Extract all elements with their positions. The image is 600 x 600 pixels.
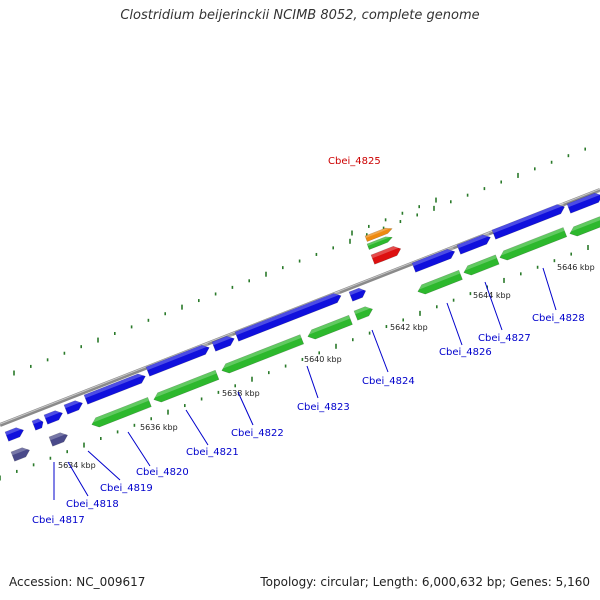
forward-gene-arrow xyxy=(4,425,24,442)
reverse-gene-arrow xyxy=(353,304,373,321)
kbp-label: 5646 kbp xyxy=(557,263,595,272)
kbp-label: 5638 kbp xyxy=(222,389,260,398)
forward-gene-arrow xyxy=(211,333,235,352)
kbp-label: 5644 kbp xyxy=(473,291,511,300)
gene-label: Cbei_4825 xyxy=(328,156,381,167)
gene-leader-line xyxy=(87,450,121,481)
gene-label: Cbei_4823 xyxy=(297,402,350,413)
accession-text: Accession: NC_009617 xyxy=(9,575,146,589)
gene-label: Cbei_4818 xyxy=(66,499,119,510)
purple-feature xyxy=(10,445,30,462)
forward-gene-arrow xyxy=(31,417,44,431)
tick-track-mid xyxy=(351,197,437,236)
gene-label: Cbei_4822 xyxy=(231,428,284,439)
reverse-gene-arrow xyxy=(462,254,500,276)
gene-label: Cbei_4828 xyxy=(532,313,585,324)
gene-leader-line xyxy=(67,461,89,497)
gene-leader-line xyxy=(371,329,389,373)
kbp-label: 5640 kbp xyxy=(304,355,342,364)
highlight-features xyxy=(364,225,402,265)
scale-labels: 5634 kbp 5636 kbp 5638 kbp 5640 kbp 5642 kbp… xyxy=(58,263,595,470)
gene-label: Cbei_4819 xyxy=(100,483,153,494)
gene-label: Cbei_4820 xyxy=(136,467,189,478)
highlighted-gene-arrow xyxy=(370,244,402,265)
kbp-label: 5642 kbp xyxy=(390,323,428,332)
purple-feature xyxy=(48,430,68,447)
forward-gene-arrow xyxy=(63,398,83,415)
gene-labels: Cbei_4817 Cbei_4818 Cbei_4819 Cbei_4820 Cbei… xyxy=(32,156,585,526)
gene-label: Cbei_4824 xyxy=(362,376,415,387)
reverse-gene-arrow xyxy=(498,227,568,261)
reverse-gene-arrow xyxy=(568,216,600,237)
highlight-reverse-gene xyxy=(366,234,393,250)
forward-strand-features xyxy=(4,190,600,442)
gene-leader-line xyxy=(185,409,209,446)
gene-leader-line xyxy=(127,431,151,467)
genome-summary-text: Topology: circular; Length: 6,000,632 bp… xyxy=(260,575,590,589)
forward-gene-arrow xyxy=(566,190,600,214)
reverse-strand-features xyxy=(10,216,600,462)
map-title: Clostridium beijerinckii NCIMB 8052, com… xyxy=(120,8,480,23)
forward-gene-arrow xyxy=(411,246,456,273)
gene-leader-line xyxy=(542,267,557,311)
gene-leader-line xyxy=(446,302,463,346)
gene-label: Cbei_4821 xyxy=(186,447,239,458)
forward-gene-arrow xyxy=(348,286,367,302)
forward-gene-arrow xyxy=(83,371,146,405)
kbp-label: 5634 kbp xyxy=(58,461,96,470)
gene-label: Cbei_4827 xyxy=(478,333,531,344)
reverse-gene-arrow xyxy=(90,397,152,428)
gene-label: Cbei_4817 xyxy=(32,515,85,526)
gene-leader-line xyxy=(484,281,503,331)
orange-feature xyxy=(364,225,393,242)
forward-gene-arrow xyxy=(43,408,63,425)
kbp-label: 5636 kbp xyxy=(140,423,178,432)
forward-gene-arrow xyxy=(145,342,210,377)
gene-label: Cbei_4826 xyxy=(439,347,492,358)
forward-gene-arrow xyxy=(234,291,342,342)
forward-gene-arrow xyxy=(456,232,491,255)
reverse-gene-arrow xyxy=(152,369,220,403)
reverse-gene-arrow xyxy=(416,269,463,295)
forward-gene-arrow xyxy=(491,202,565,240)
tick-track-lower xyxy=(0,245,589,481)
gene-leader-line xyxy=(306,365,319,399)
gene-leader-line xyxy=(237,391,254,426)
reverse-gene-arrow xyxy=(220,334,305,374)
reverse-gene-arrow xyxy=(306,314,353,340)
